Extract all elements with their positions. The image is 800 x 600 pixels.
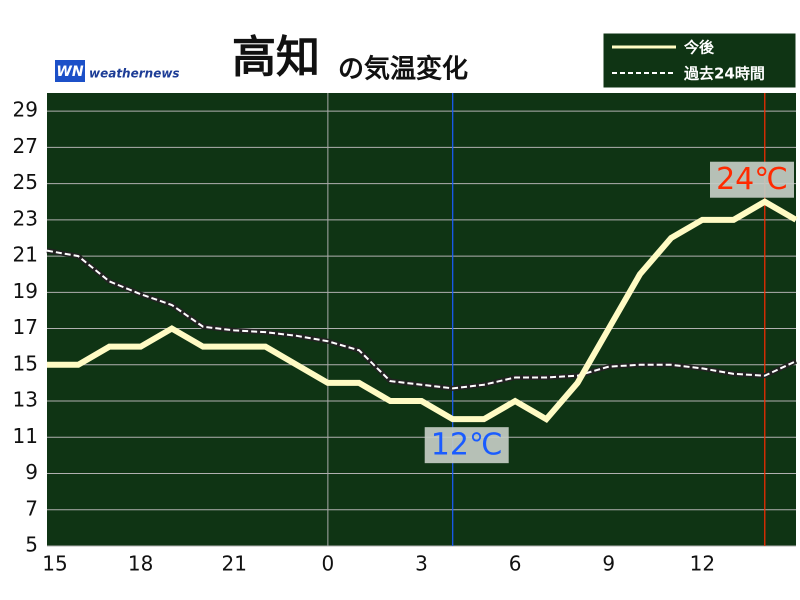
legend-box [602,32,797,89]
y-tick-label: 19 [13,279,38,303]
y-tick-label: 27 [13,134,38,158]
chart-title: 高知 [232,32,320,83]
annotation-label: 12℃ [431,428,503,463]
logo: WN weathernews [55,60,180,82]
logo-text: weathernews [89,67,180,81]
y-tick-label: 7 [25,496,38,520]
x-tick-label: 9 [602,552,615,576]
x-tick-label: 15 [42,552,67,576]
y-tick-label: 11 [13,424,38,448]
x-tick-label: 18 [128,552,153,576]
legend-label: 今後 [683,39,715,57]
annotation-box [710,161,794,198]
annotation-label: 24℃ [716,162,788,197]
annotation-box [424,427,509,464]
x-tick-label: 6 [509,552,522,576]
y-tick-label: 23 [13,206,38,230]
x-tick-label: 0 [322,552,335,576]
x-tick-label: 21 [222,552,247,576]
series-line [47,198,798,424]
y-tick-label: 29 [13,98,38,122]
x-tick-label: 12 [690,552,715,576]
logo-icon [55,60,85,82]
x-tick-label: 3 [415,552,428,576]
y-tick-label: 5 [25,533,38,557]
plot-area [47,93,796,546]
y-tick-label: 9 [25,460,38,484]
chart-subtitle: の気温変化 [338,54,468,85]
y-tick-label: 13 [13,388,38,412]
y-tick-label: 21 [13,243,38,267]
y-tick-label: 15 [13,351,38,375]
legend-label: 過去24時間 [683,65,765,83]
series-line [46,249,797,390]
y-tick-label: 25 [13,170,38,194]
y-tick-label: 17 [13,315,38,339]
logo-mark: WN [56,64,83,80]
